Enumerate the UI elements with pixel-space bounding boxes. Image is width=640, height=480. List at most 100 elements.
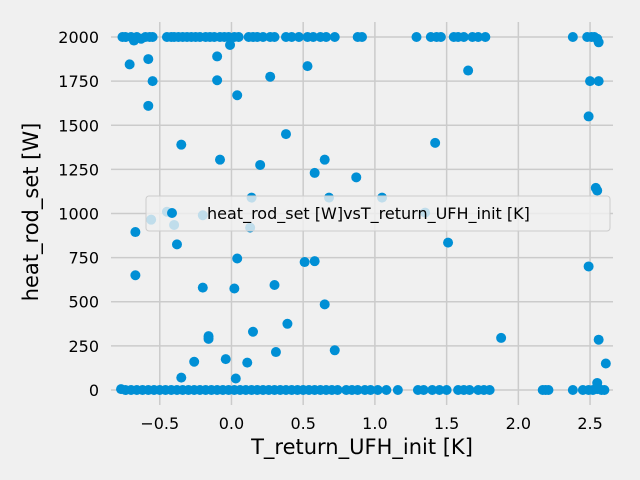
data-point	[309, 167, 320, 178]
data-point	[543, 384, 554, 395]
data-point	[585, 76, 596, 87]
y-tick-label: 1750	[58, 72, 99, 91]
data-point	[583, 111, 594, 122]
legend-box	[145, 195, 611, 232]
data-point	[293, 32, 304, 43]
data-points	[116, 32, 611, 395]
data-point	[599, 384, 610, 395]
data-point	[282, 318, 293, 329]
data-point	[464, 384, 475, 395]
data-point	[567, 32, 578, 43]
data-point	[242, 357, 253, 368]
data-point	[212, 75, 223, 86]
y-tick-label: 1000	[58, 205, 99, 224]
data-point	[463, 65, 474, 76]
data-point	[176, 139, 187, 150]
data-point	[480, 32, 491, 43]
data-point	[269, 32, 280, 43]
data-point	[321, 32, 332, 43]
data-point	[280, 129, 291, 140]
data-point	[130, 227, 141, 238]
x-tick-label: 2.5	[577, 414, 602, 433]
data-point	[567, 384, 578, 395]
x-tick-label: 0.5	[290, 414, 315, 433]
data-point	[319, 154, 330, 165]
data-point	[427, 384, 438, 395]
data-point	[351, 172, 362, 183]
data-point	[203, 333, 214, 344]
data-point	[197, 282, 208, 293]
data-point	[434, 384, 445, 395]
legend-marker	[167, 208, 177, 218]
legend-entry: heat_rod_set [W]vsT_return_UFH_init [K]	[207, 204, 530, 224]
data-point	[270, 347, 281, 358]
data-point	[593, 76, 604, 87]
data-point	[255, 159, 266, 170]
data-point	[443, 237, 454, 248]
data-point	[430, 137, 441, 148]
data-point	[302, 61, 313, 72]
data-point	[309, 256, 320, 267]
data-point	[357, 32, 367, 43]
legend: heat_rod_set [W]vsT_return_UFH_init [K]	[145, 195, 611, 232]
data-point	[232, 253, 243, 264]
data-point	[332, 384, 343, 395]
data-point	[143, 54, 154, 65]
data-point	[365, 384, 376, 395]
data-point	[130, 270, 141, 281]
data-point	[229, 283, 240, 294]
x-tick-label: 1.5	[434, 414, 459, 433]
data-point	[418, 384, 429, 395]
data-point	[232, 90, 243, 101]
data-point	[230, 373, 241, 384]
data-point	[171, 239, 182, 250]
y-tick-label: 500	[68, 293, 99, 312]
data-point	[220, 354, 231, 365]
y-tick-labels: 0 250 500 750 1000 1250 1500 1750 2000	[58, 28, 99, 400]
data-point	[600, 358, 611, 369]
data-point	[265, 71, 276, 82]
data-point	[593, 334, 604, 345]
data-point	[247, 326, 258, 337]
data-point	[352, 384, 363, 395]
y-tick-label: 1500	[58, 116, 99, 135]
data-point	[329, 345, 340, 356]
x-axis-label: T_return_UFH_init [K]	[250, 435, 473, 460]
y-tick-label: 1250	[58, 160, 99, 179]
data-point	[392, 384, 403, 395]
data-point	[233, 32, 244, 43]
data-point	[299, 257, 310, 268]
data-point	[215, 154, 226, 165]
data-point	[319, 299, 330, 310]
data-point	[458, 32, 469, 43]
data-point	[372, 384, 383, 395]
data-point	[329, 32, 340, 43]
y-tick-label: 750	[68, 249, 99, 268]
data-point	[308, 32, 319, 43]
x-tick-label: 1.0	[362, 414, 387, 433]
data-point	[593, 37, 604, 48]
data-point	[381, 384, 392, 395]
data-point	[441, 384, 452, 395]
data-point	[269, 279, 280, 290]
y-tick-label: 2000	[58, 28, 99, 47]
data-point	[435, 32, 446, 43]
data-point	[147, 32, 158, 43]
data-point	[583, 261, 594, 272]
x-tick-label: 2.0	[506, 414, 531, 433]
data-point	[124, 59, 135, 70]
data-point	[258, 32, 269, 43]
data-point	[473, 32, 484, 43]
data-point	[212, 51, 223, 62]
x-tick-labels: −0.5 0.0 0.5 1.0 1.5 2.0 2.5	[140, 414, 602, 433]
data-point	[225, 39, 236, 50]
data-point	[411, 32, 422, 43]
x-tick-label: −0.5	[140, 414, 179, 433]
data-point	[176, 372, 187, 383]
y-axis-label: heat_rod_set [W]	[19, 123, 44, 302]
data-point	[189, 356, 200, 367]
data-point	[592, 185, 603, 196]
x-tick-label: 0.0	[219, 414, 244, 433]
